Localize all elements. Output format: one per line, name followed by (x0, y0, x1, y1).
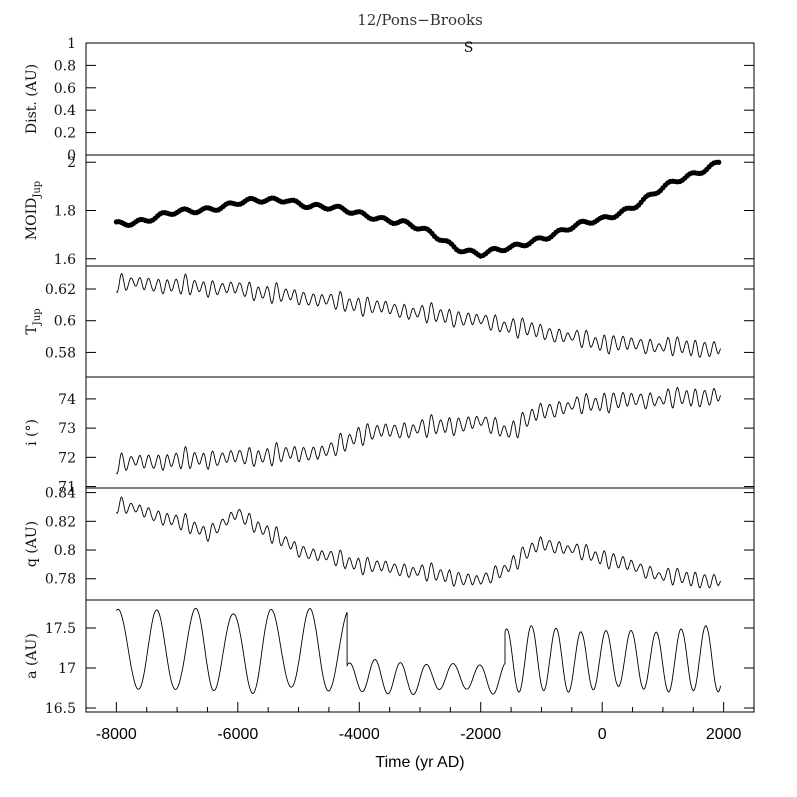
y-tick-label: 0 (67, 148, 76, 164)
panel-frame (85, 42, 755, 156)
y-axis-label: MOIDJup (24, 181, 43, 240)
y-tick-label: 73 (58, 421, 76, 437)
y-tick-label: 0.8 (54, 543, 76, 559)
y-tick-label: 0.2 (54, 126, 76, 142)
panel-frame (85, 376, 755, 489)
panel-frame (85, 265, 755, 378)
panel-frame (85, 487, 755, 601)
y-tick-label: 16.5 (45, 701, 76, 717)
y-axis-label: a (AU) (24, 633, 40, 679)
panel-q: 0.78 0.8 0.82 0.84 q (AU) (24, 486, 755, 601)
panel-annotation: S (464, 40, 474, 56)
y-tick-label: 17 (58, 661, 76, 677)
chart-title: 12/Pons−Brooks (357, 11, 483, 29)
y-tick-label: 74 (58, 392, 76, 408)
series-line-a (116, 607, 722, 696)
x-tick-label: 0 (598, 726, 607, 743)
y-axis-label: TJup (24, 308, 43, 334)
y-tick-label: 0.82 (45, 514, 76, 530)
panel-incl: 71 72 73 74 i (°) (24, 376, 755, 496)
y-axis-label: q (AU) (24, 521, 40, 567)
moid-point (716, 159, 722, 165)
y-tick-label: 1.8 (54, 204, 76, 220)
y-tick-label: 0.4 (54, 103, 76, 119)
y-tick-label: 1 (67, 36, 76, 52)
y-axis-label: Dist. (AU) (24, 64, 40, 134)
y-tick-label: 0.84 (45, 486, 76, 502)
y-tick-label: 0.58 (45, 345, 76, 361)
x-tick-label: -8000 (96, 726, 137, 743)
y-tick-label: 1.6 (54, 252, 76, 268)
y-tick-label: 0.62 (45, 282, 76, 298)
panel-a: 16.5 17 17.5 a (AU) (24, 599, 755, 717)
y-tick-label: 0.78 (45, 572, 76, 588)
series-line-incl (116, 386, 721, 475)
x-axis-label: Time (yr AD) (375, 754, 464, 771)
y-tick-label: 0.6 (54, 81, 76, 97)
series-line-tjup (116, 272, 721, 358)
panel-frame (85, 599, 755, 713)
x-tick-label: -6000 (217, 726, 258, 743)
y-tick-label: 72 (58, 450, 76, 466)
x-tick-label: 2000 (706, 726, 742, 743)
y-tick-label: 71 (58, 480, 76, 496)
y-tick-label: 0.6 (54, 314, 76, 330)
y-tick-label: 17.5 (45, 621, 76, 637)
y-axis-label: i (°) (24, 419, 40, 446)
panel-dist: 0 0.2 0.4 0.6 0.8 1 Dist. (AU) S (24, 36, 755, 164)
panels: -8000 -6000 -4000 -2000 0 2000 0 0.2 0.4 0.6 0.8 1 D… (24, 36, 755, 743)
panel-moid: 1.6 1.8 2 MOIDJup (24, 154, 755, 268)
x-tick-label: -4000 (339, 726, 380, 743)
series-line-q (116, 496, 721, 589)
x-tick-label: -2000 (460, 726, 501, 743)
y-tick-label: 2 (67, 155, 76, 171)
y-tick-label: 0.8 (54, 58, 76, 74)
